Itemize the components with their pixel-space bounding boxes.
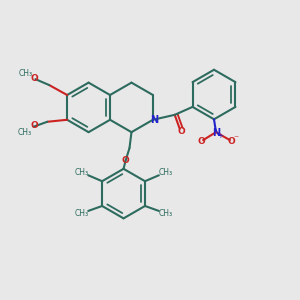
Text: N: N — [150, 115, 158, 125]
Text: O: O — [122, 156, 129, 165]
Text: N: N — [212, 128, 220, 138]
Text: +: + — [217, 133, 223, 139]
Text: CH₃: CH₃ — [74, 168, 88, 177]
Text: CH₃: CH₃ — [159, 168, 173, 177]
Text: O: O — [228, 136, 236, 146]
Text: CH₃: CH₃ — [17, 128, 32, 137]
Text: O: O — [31, 121, 38, 130]
Text: O: O — [31, 74, 38, 83]
Text: CH₃: CH₃ — [19, 69, 33, 78]
Text: CH₃: CH₃ — [159, 209, 173, 218]
Text: O: O — [178, 127, 185, 136]
Text: CH₃: CH₃ — [74, 209, 88, 218]
Text: ⁻: ⁻ — [233, 134, 238, 144]
Text: O: O — [197, 136, 205, 146]
